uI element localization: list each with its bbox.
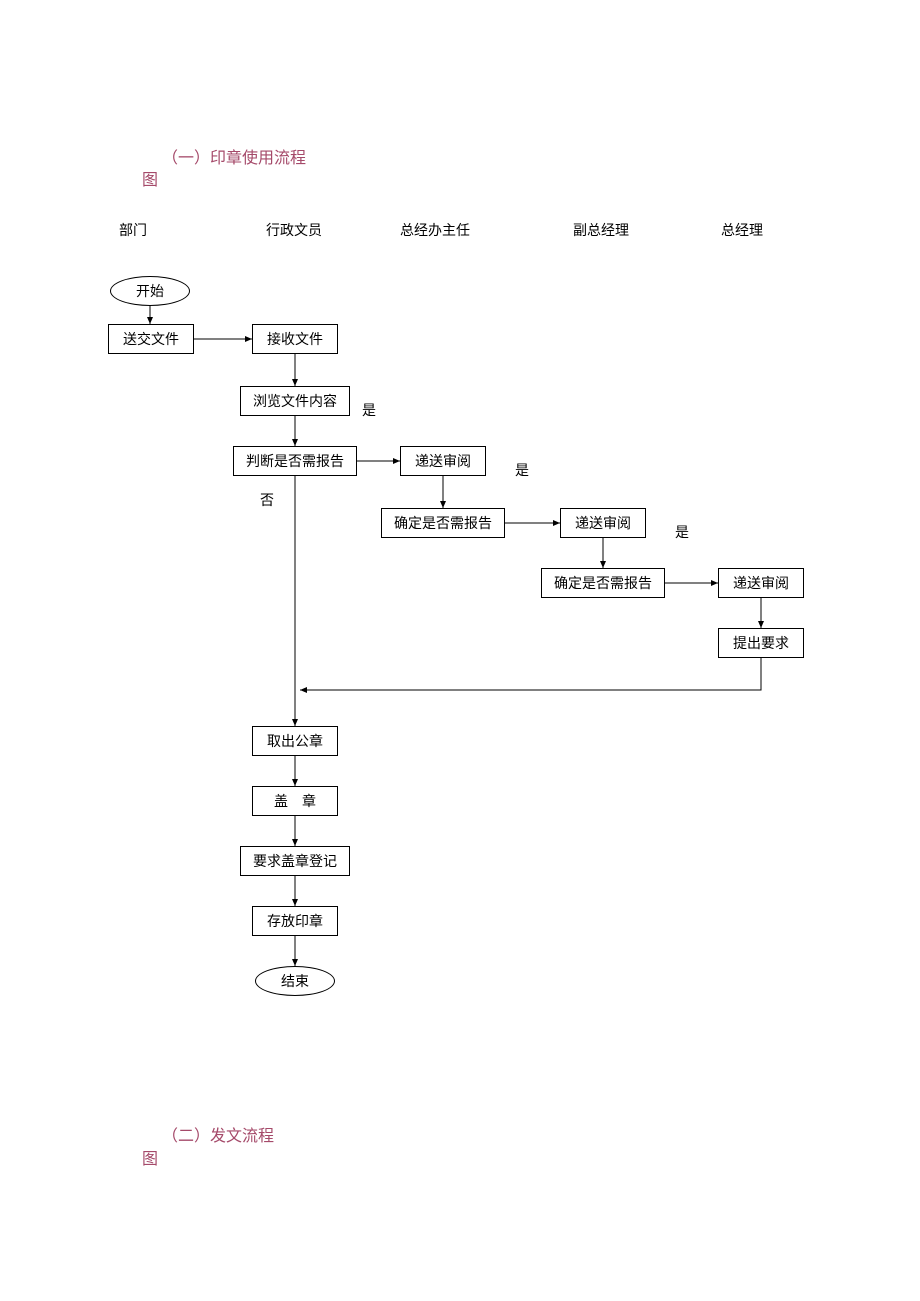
- node-confirm-report-2-label: 确定是否需报告: [554, 573, 652, 593]
- node-send-review-3: 递送审阅: [718, 568, 804, 598]
- node-stamp: 盖 章: [252, 786, 338, 816]
- section-1-title-line2: 图: [142, 166, 158, 190]
- node-confirm-report-2: 确定是否需报告: [541, 568, 665, 598]
- node-take-seal: 取出公章: [252, 726, 338, 756]
- node-confirm-report-1-label: 确定是否需报告: [394, 513, 492, 533]
- swimlane-header-dept: 部门: [119, 220, 147, 240]
- node-store-seal-label: 存放印章: [267, 911, 323, 931]
- page: （一）印章使用流程 图 部门 行政文员 总经办主任 副总经理 总经理: [0, 0, 920, 1301]
- node-send-review-1: 递送审阅: [400, 446, 486, 476]
- swimlane-header-clerk: 行政文员: [266, 220, 322, 240]
- edge-label-yes-3: 是: [675, 522, 689, 542]
- node-take-seal-label: 取出公章: [267, 731, 323, 751]
- node-store-seal: 存放印章: [252, 906, 338, 936]
- node-register-label: 要求盖章登记: [253, 851, 337, 871]
- node-start-label: 开始: [136, 281, 164, 301]
- node-propose-request: 提出要求: [718, 628, 804, 658]
- node-register: 要求盖章登记: [240, 846, 350, 876]
- edge-label-no: 否: [260, 490, 274, 510]
- node-send-review-2-label: 递送审阅: [575, 513, 631, 533]
- node-end: 结束: [255, 966, 335, 996]
- section-2-title-line2: 图: [142, 1145, 158, 1169]
- node-propose-request-label: 提出要求: [733, 633, 789, 653]
- node-browse-content: 浏览文件内容: [240, 386, 350, 416]
- node-stamp-label: 盖 章: [274, 791, 316, 811]
- node-send-review-2: 递送审阅: [560, 508, 646, 538]
- node-judge-report-label: 判断是否需报告: [246, 451, 344, 471]
- node-send-review-1-label: 递送审阅: [415, 451, 471, 471]
- node-end-label: 结束: [281, 971, 309, 991]
- edge-label-yes-1: 是: [362, 400, 376, 420]
- swimlane-header-gm: 总经理: [721, 220, 763, 240]
- section-1-title-line1: （一）印章使用流程: [162, 144, 306, 168]
- node-receive-doc-label: 接收文件: [267, 329, 323, 349]
- node-submit-doc: 送交文件: [108, 324, 194, 354]
- edge-label-yes-2: 是: [515, 460, 529, 480]
- section-2-title-line1: （二）发文流程: [162, 1122, 274, 1146]
- node-judge-report: 判断是否需报告: [233, 446, 357, 476]
- node-submit-doc-label: 送交文件: [123, 329, 179, 349]
- node-receive-doc: 接收文件: [252, 324, 338, 354]
- swimlane-header-director: 总经办主任: [400, 220, 470, 240]
- node-browse-content-label: 浏览文件内容: [253, 391, 337, 411]
- node-start: 开始: [110, 276, 190, 306]
- swimlane-header-vgm: 副总经理: [573, 220, 629, 240]
- node-send-review-3-label: 递送审阅: [733, 573, 789, 593]
- node-confirm-report-1: 确定是否需报告: [381, 508, 505, 538]
